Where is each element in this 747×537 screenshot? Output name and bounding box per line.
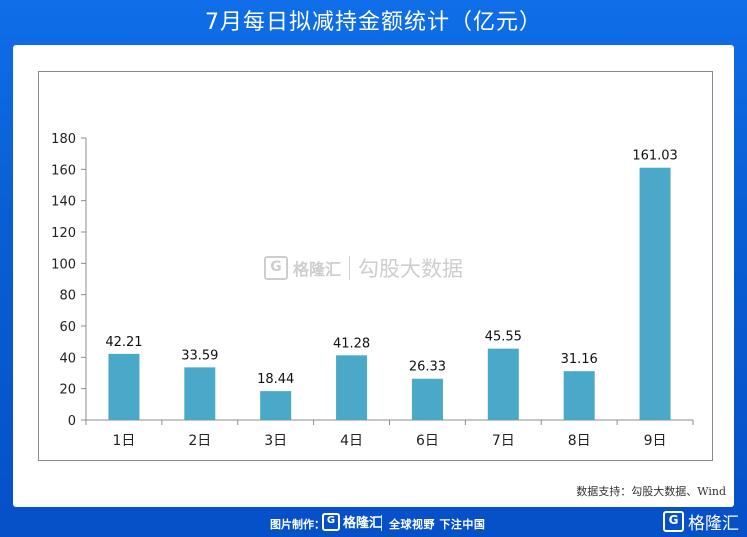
footer-made-by: 图片制作： <box>270 518 325 531</box>
bar-value-label: 18.44 <box>257 372 294 387</box>
watermark: G 格隆汇 勾股大数据 <box>264 253 463 283</box>
x-tick-label: 4日 <box>340 433 363 449</box>
y-tick-label: 180 <box>51 132 76 147</box>
bar <box>411 378 443 420</box>
x-tick-label: 7日 <box>492 433 515 449</box>
footer: 图片制作： G 格隆汇 全球视野 下注中国 G 格隆汇 <box>0 507 747 537</box>
x-tick-label: 8日 <box>568 433 591 449</box>
corner-logo-icon: G <box>663 511 684 532</box>
bar-value-label: 31.16 <box>561 352 598 367</box>
watermark-divider <box>349 256 351 280</box>
chart-panel: G 格隆汇 勾股大数据 0 20 40 60 80 100 120 140 160 180 1日 2… <box>13 45 734 507</box>
corner-brand-name: 格隆汇 <box>688 514 739 534</box>
y-tick-label: 80 <box>59 289 76 304</box>
corner-brand-logo: G 格隆汇 <box>663 509 739 534</box>
bar <box>639 167 671 420</box>
chart-title: 7月每日拟减持金额统计（亿元） <box>205 10 542 35</box>
bar <box>184 367 216 420</box>
x-tick-label: 9日 <box>644 433 667 449</box>
data-source-note: 数据支持：勾股大数据、Wind <box>576 485 726 498</box>
bar-value-label: 26.33 <box>409 360 446 375</box>
footer-brand-logo: G 格隆汇 <box>322 512 382 531</box>
bar-chart: 0 20 40 60 80 100 120 140 160 180 1日 2日 3日 4日 6日 7日 8日 9… <box>51 132 694 449</box>
y-axis: 0 20 40 60 80 100 120 140 160 180 <box>51 132 87 429</box>
bar-value-label: 42.21 <box>105 335 142 350</box>
watermark-logo-icon: G <box>264 256 288 280</box>
x-axis: 1日 2日 3日 4日 6日 7日 8日 9日 <box>85 419 694 449</box>
y-tick-label: 120 <box>51 226 76 241</box>
footer-slogan: 全球视野 下注中国 <box>389 518 486 531</box>
y-tick-label: 160 <box>51 163 76 178</box>
bar <box>260 391 292 420</box>
plot-frame <box>38 71 713 461</box>
bar-value-label: 161.03 <box>632 149 678 164</box>
bar <box>563 371 595 420</box>
bar <box>487 348 519 420</box>
x-tick-label: 6日 <box>416 433 439 449</box>
y-tick-label: 60 <box>59 320 76 335</box>
data-labels: 42.21 33.59 18.44 41.28 26.33 45.55 31.16 161.0… <box>105 149 677 387</box>
watermark-product: 勾股大数据 <box>358 257 464 281</box>
watermark-brand: 格隆汇 <box>293 260 342 279</box>
y-tick-label: 0 <box>68 414 76 429</box>
bars <box>108 167 671 420</box>
y-tick-label: 100 <box>51 257 76 272</box>
y-tick-label: 140 <box>51 195 76 210</box>
x-tick-label: 1日 <box>112 433 135 449</box>
footer-divider <box>381 515 382 531</box>
bar-value-label: 41.28 <box>333 336 370 351</box>
x-tick-label: 2日 <box>188 433 211 449</box>
y-tick-label: 40 <box>59 351 76 366</box>
footer-logo-icon: G <box>322 512 340 531</box>
bar-value-label: 45.55 <box>485 330 522 345</box>
x-tick-label: 3日 <box>264 433 287 449</box>
y-tick-label: 20 <box>59 383 76 398</box>
bar <box>336 355 368 420</box>
bar-value-label: 33.59 <box>181 348 218 363</box>
footer-brand-name: 格隆汇 <box>343 516 383 531</box>
bar <box>108 353 140 420</box>
